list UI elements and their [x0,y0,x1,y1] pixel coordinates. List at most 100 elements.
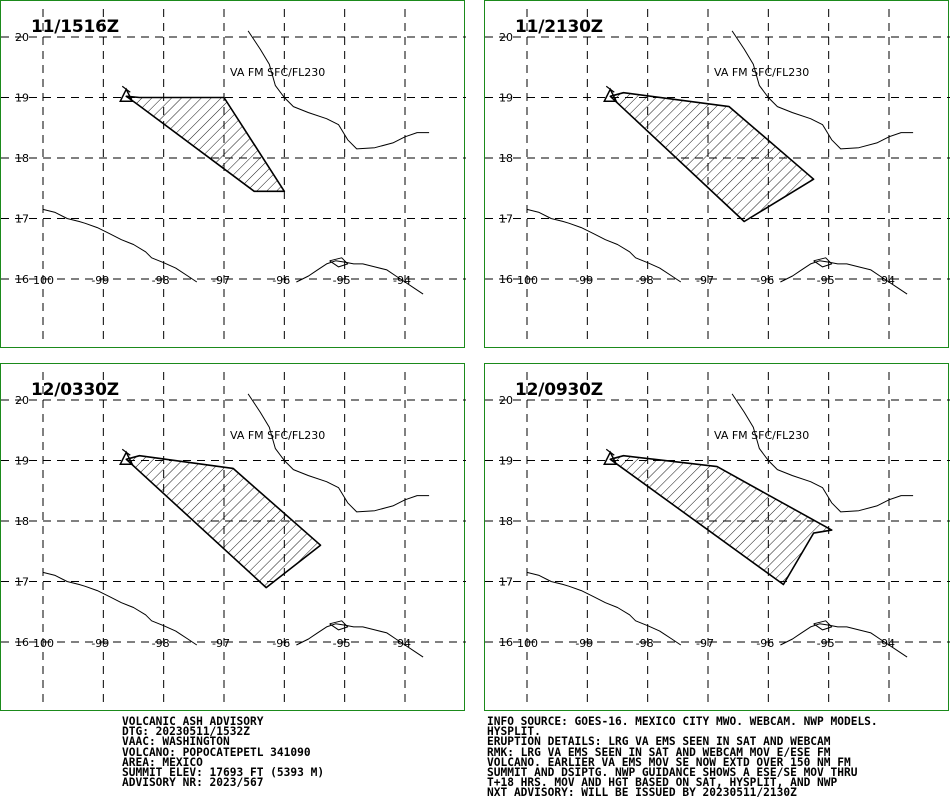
map-panel-3: 20 19 18 17 16 100 -99 -98 -97 -96 -95 -94 VA FM SFC… [0,363,466,711]
advisory-line: RMK: LRG VA EMS SEEN IN SAT AND WEBCAM M… [487,745,831,759]
ash-cloud-polygon [125,95,286,193]
lat-tick-label: 19 [499,92,513,105]
advisory-line: SUMMIT ELEV: 17693 FT (5393 M) [122,766,325,780]
lon-tick-label: -97 [696,274,714,287]
lon-tick-label: -94 [877,637,895,650]
coastline [296,623,424,658]
lon-tick-label: 100 [33,637,54,650]
lat-tick-label: 17 [499,213,513,226]
advisory-line: ADVISORY NR: 2023/567 [122,776,264,790]
lat-tick-label: 19 [15,455,29,468]
lon-tick-label: 100 [517,637,538,650]
ash-cloud-polygon [609,91,815,223]
lon-tick-label: -95 [817,274,835,287]
lon-tick-label: -99 [91,637,109,650]
lat-tick-label: 18 [499,152,513,165]
lat-tick-label: 17 [499,576,513,589]
lat-tick-label: 17 [15,576,29,589]
volcano-icon [603,87,618,103]
coastline [329,257,349,268]
lat-tick-label: 16 [15,636,29,649]
coastline [813,257,833,268]
coastline [780,260,908,295]
lat-tick-label: 18 [15,152,29,165]
coastline [526,571,682,646]
lon-tick-label: -97 [696,637,714,650]
lat-tick-label: 19 [15,92,29,105]
lon-tick-label: -98 [152,637,170,650]
lon-tick-label: -98 [636,637,654,650]
map-panel-2: 20 19 18 17 16 100 -99 -98 -97 -96 -95 -94 VA FM SFC… [484,0,950,348]
panel-title: 11/1516Z [31,17,119,37]
coastline [731,30,914,150]
coastline [42,208,198,283]
lon-tick-label: -94 [393,274,411,287]
volcano-icon [119,87,134,103]
advisory-line: NXT ADVISORY: WILL BE ISSUED BY 20230511… [487,786,797,800]
volcano-icon [121,85,131,93]
coastline [813,620,833,631]
lat-tick-label: 16 [499,636,513,649]
lat-tick-label: 18 [15,515,29,528]
lat-tick-label: 19 [499,455,513,468]
advisory-remarks-text: INFO SOURCE: GOES-16. MEXICO CITY MWO. W… [487,715,878,800]
ash-map-4: 20 19 18 17 16 100 -99 -98 -97 -96 -95 -94 VA FM SFC… [485,372,950,704]
map-panel-4: 20 19 18 17 16 100 -99 -98 -97 -96 -95 -94 VA FM SFC… [484,363,950,711]
coastline [526,208,682,283]
lon-tick-label: -99 [575,274,593,287]
lon-tick-label: -94 [393,637,411,650]
lat-tick-label: 16 [15,273,29,286]
volcano-icon [121,448,131,456]
ash-map-2: 20 19 18 17 16 100 -99 -98 -97 -96 -95 -94 VA FM SFC… [485,9,950,341]
lon-tick-label: -94 [877,274,895,287]
lon-tick-label: -95 [817,637,835,650]
ash-cloud-polygon [125,454,322,589]
advisory-line: INFO SOURCE: GOES-16. MEXICO CITY MWO. W… [487,715,878,728]
lon-tick-label: -98 [636,274,654,287]
panel-title: 11/2130Z [515,17,603,37]
lat-tick-label: 17 [15,213,29,226]
advisory-line: T+18 HRS. MOV AND HGT BASED ON SAT, HYSP… [487,776,838,790]
advisory-line: ERUPTION DETAILS: LRG VA EMS SEEN IN SAT… [487,735,831,749]
lon-tick-label: -95 [333,274,351,287]
lon-tick-label: -97 [212,274,230,287]
lat-tick-label: 20 [499,394,513,407]
volcano-icon [605,448,615,456]
ash-map-3: 20 19 18 17 16 100 -99 -98 -97 -96 -95 -94 VA FM SFC… [1,372,466,704]
lat-tick-label: 20 [499,31,513,44]
advisory-line: VOLCANO: POPOCATEPETL 341090 [122,745,311,759]
lat-tick-label: 20 [15,31,29,44]
lat-tick-label: 16 [499,273,513,286]
altitude-label: VA FM SFC/FL230 [714,66,809,79]
lon-tick-label: -96 [756,637,774,650]
map-panel-1: 20 19 18 17 16 100 -99 -98 -97 -96 -95 -94 VA FM SFC… [0,0,466,348]
volcano-icon [119,450,134,466]
coastline [42,571,198,646]
lon-tick-label: -96 [272,274,290,287]
lon-tick-label: -95 [333,637,351,650]
altitude-label: VA FM SFC/FL230 [230,66,325,79]
advisory-line: VAAC: WASHINGTON [122,735,230,749]
coastline [329,620,349,631]
lon-tick-label: -96 [272,637,290,650]
advisory-line: AREA: MEXICO [122,755,203,769]
lon-tick-label: -96 [756,274,774,287]
advisory-line: SUMMIT AND DSIPTG. NWP GUIDANCE SHOWS A … [487,766,858,780]
altitude-label: VA FM SFC/FL230 [230,429,325,442]
lat-tick-label: 18 [499,515,513,528]
lon-tick-label: 100 [517,274,538,287]
advisory-line: VOLCANO. EARLIER VA EMS MOV SE NOW EXTD … [487,755,851,769]
advisory-line: VOLCANIC ASH ADVISORY [122,715,264,728]
lon-tick-label: 100 [33,274,54,287]
advisory-line: HYSPLIT. [487,725,541,739]
lat-tick-label: 20 [15,394,29,407]
lon-tick-label: -97 [212,637,230,650]
panel-title: 12/0930Z [515,380,603,400]
coastline [296,260,424,295]
ash-map-1: 20 19 18 17 16 100 -99 -98 -97 -96 -95 -94 VA FM SFC… [1,9,466,341]
ash-cloud-polygon [609,454,833,586]
lon-tick-label: -98 [152,274,170,287]
coastline [731,393,914,513]
coastline [247,393,430,513]
altitude-label: VA FM SFC/FL230 [714,429,809,442]
